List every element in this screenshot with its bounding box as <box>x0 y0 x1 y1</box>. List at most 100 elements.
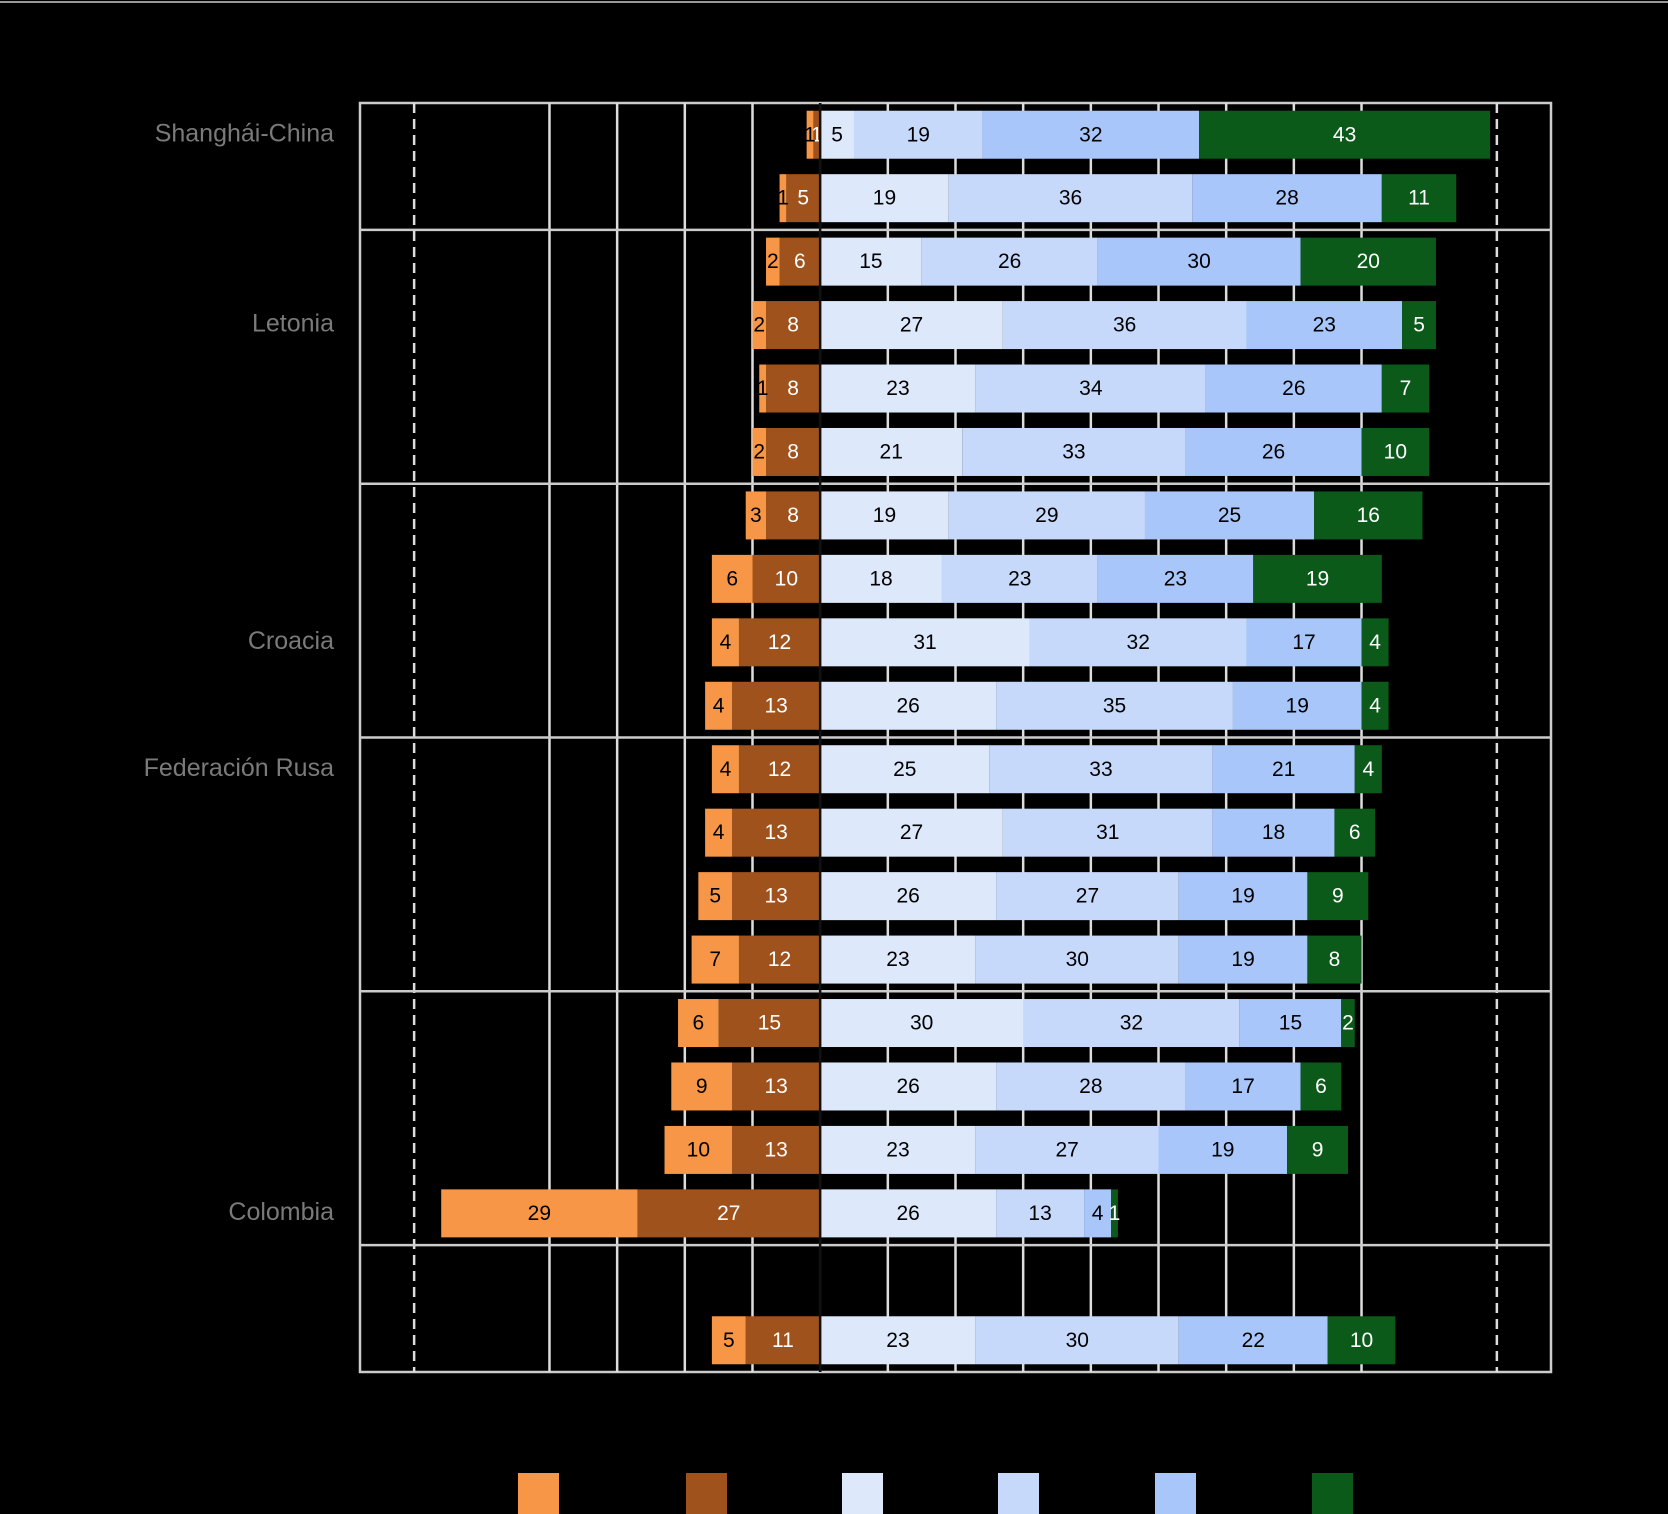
value-label: 13 <box>764 1075 787 1098</box>
bar-segment <box>766 427 821 476</box>
legend-swatch <box>842 1473 883 1514</box>
value-label: 4 <box>1092 1202 1104 1225</box>
value-label: 23 <box>886 377 909 400</box>
category-label: Shanghái-China <box>155 119 334 147</box>
value-label: 29 <box>528 1202 551 1225</box>
bar-segment <box>1246 618 1362 667</box>
bar-segment <box>732 681 821 730</box>
value-label: 34 <box>1079 377 1103 400</box>
bar-segment <box>1232 681 1362 730</box>
bar-segment <box>1327 1316 1396 1365</box>
value-label: 4 <box>1369 694 1381 717</box>
bar-segment <box>441 1189 638 1238</box>
bar-segment <box>1314 491 1423 540</box>
value-label: 5 <box>723 1329 735 1352</box>
value-label: 27 <box>1076 885 1099 908</box>
bar-segment <box>1361 618 1389 667</box>
bar-segment <box>1212 808 1335 857</box>
bar-segment <box>752 301 767 350</box>
bar-segment <box>1199 110 1491 159</box>
bar-segment <box>759 364 767 413</box>
bar-segment <box>766 301 821 350</box>
value-label: 19 <box>873 504 896 527</box>
bar-segment <box>996 1189 1085 1238</box>
bar-segment <box>1029 618 1247 667</box>
value-label: 23 <box>886 1329 909 1352</box>
bar-segment <box>806 110 814 159</box>
value-label: 5 <box>797 187 809 210</box>
bar-segment <box>820 554 942 603</box>
value-label: 1 <box>757 377 769 400</box>
value-label: 28 <box>1079 1075 1102 1098</box>
bar-segment <box>1341 999 1355 1048</box>
bar-segment <box>982 110 1200 159</box>
bar-segment <box>779 237 821 286</box>
value-label: 43 <box>1333 123 1356 146</box>
bar-segment <box>705 681 733 730</box>
value-label: 10 <box>1384 441 1407 464</box>
bar-segment <box>1178 935 1308 984</box>
bar-segment <box>975 1125 1159 1174</box>
value-label: 28 <box>1275 187 1298 210</box>
value-label: 2 <box>1342 1012 1354 1035</box>
value-label: 18 <box>869 567 892 590</box>
bar-segment <box>637 1189 821 1238</box>
value-label: 6 <box>1315 1075 1327 1098</box>
value-label: 5 <box>831 123 843 146</box>
bar-segment <box>820 1125 976 1174</box>
value-label: 20 <box>1357 250 1380 273</box>
bar-segment <box>820 1316 976 1365</box>
bar-segment <box>1381 364 1430 413</box>
value-label: 7 <box>1400 377 1412 400</box>
value-label: 29 <box>1035 504 1058 527</box>
bar-segment <box>766 364 821 413</box>
value-label: 13 <box>764 1138 787 1161</box>
bar-segment <box>1144 491 1315 540</box>
legend-swatch <box>686 1473 727 1514</box>
bar-segment <box>1185 1062 1301 1111</box>
value-label: 8 <box>787 504 799 527</box>
value-label: 17 <box>1292 631 1315 654</box>
value-label: 19 <box>1211 1138 1234 1161</box>
value-label: 15 <box>1279 1012 1302 1035</box>
value-label: 13 <box>764 821 787 844</box>
bar-segment <box>711 745 739 794</box>
bar-segment <box>1361 681 1389 730</box>
value-label: 11 <box>1408 187 1430 210</box>
value-label: 32 <box>1120 1012 1143 1035</box>
bar-segment <box>820 618 1030 667</box>
value-label: 32 <box>1127 631 1150 654</box>
bar-segment <box>752 554 821 603</box>
bar-segment <box>1361 427 1430 476</box>
bar-segment <box>962 427 1186 476</box>
value-label: 23 <box>886 948 909 971</box>
bar-segment <box>1192 174 1382 223</box>
value-label: 4 <box>720 758 732 781</box>
value-label: 26 <box>896 885 919 908</box>
value-label: 8 <box>787 314 799 337</box>
value-label: 11 <box>772 1329 794 1352</box>
value-label: 6 <box>693 1012 705 1035</box>
bar-segment <box>1185 427 1362 476</box>
value-label: 6 <box>1349 821 1361 844</box>
value-label: 19 <box>873 187 896 210</box>
bar-segment <box>732 872 821 921</box>
bar-segment <box>1205 364 1382 413</box>
value-label: 30 <box>1187 250 1210 273</box>
value-label: 21 <box>880 441 903 464</box>
legend-swatch <box>1155 1473 1196 1514</box>
value-label: 26 <box>998 250 1021 273</box>
value-label: 18 <box>1262 821 1285 844</box>
bar-segment <box>1253 554 1382 603</box>
value-label: 10 <box>687 1138 710 1161</box>
bar-segment <box>1097 237 1301 286</box>
value-label: 4 <box>1369 631 1381 654</box>
value-label: 4 <box>720 631 732 654</box>
value-label: 10 <box>775 567 798 590</box>
value-label: 8 <box>787 441 799 464</box>
value-label: 19 <box>907 123 930 146</box>
bar-segment <box>853 110 983 159</box>
category-label: Letonia <box>252 310 334 338</box>
bar-segment <box>1178 872 1308 921</box>
